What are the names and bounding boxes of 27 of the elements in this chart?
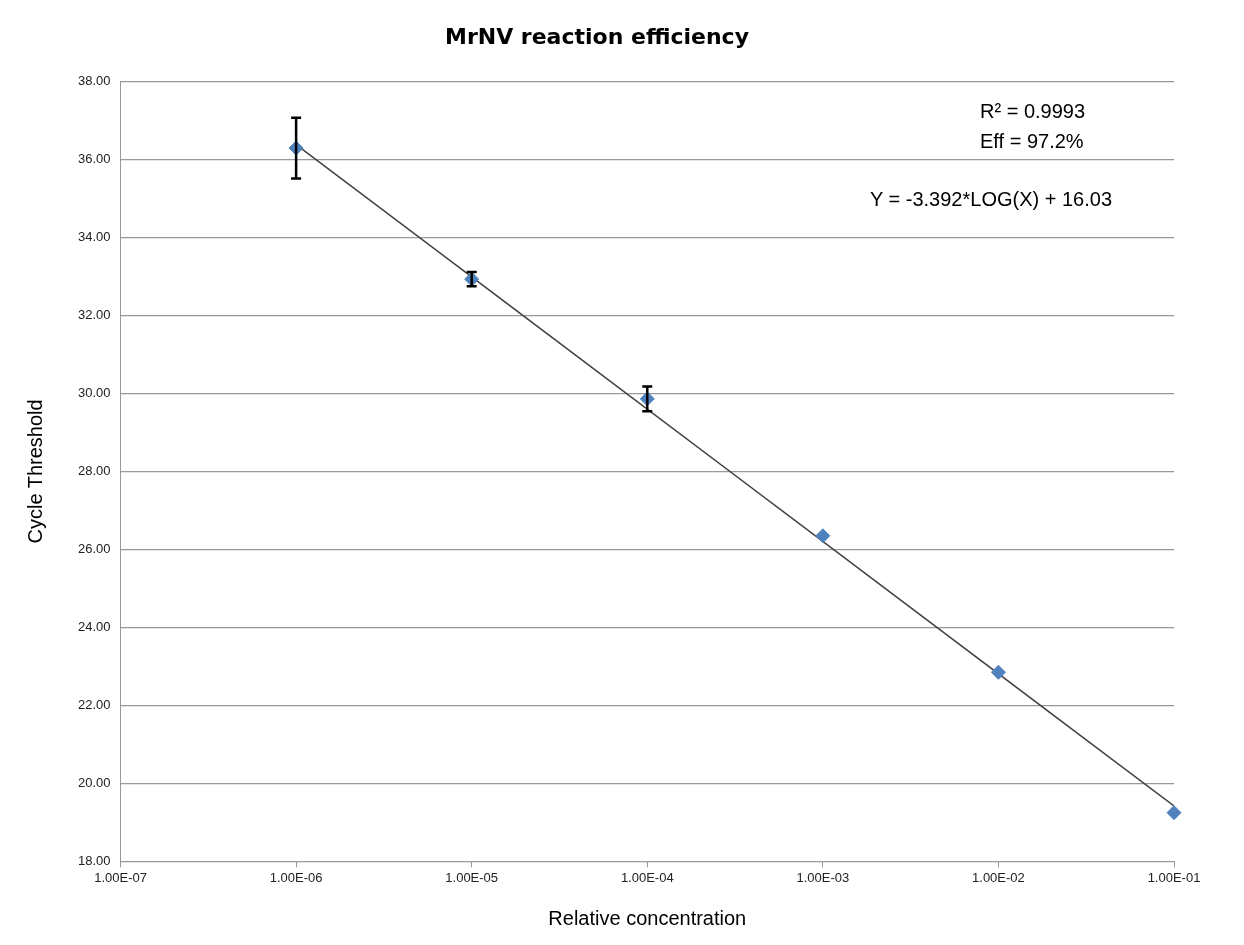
y-tick-label: 30.00 [77,384,111,400]
y-tick-label: 26.00 [77,540,111,556]
y-tick-label: 18.00 [77,852,111,868]
x-tick-label: 1.00E-04 [620,869,674,885]
chart-title: MrNV reaction efficiency [445,23,749,49]
x-tick-label: 1.00E-05 [445,869,499,885]
y-tick-label: 38.00 [77,72,111,88]
point [990,664,1006,680]
annotation: Y = -3.392*LOG(X) + 16.03 [870,188,1113,211]
y-tick-label: 36.00 [77,150,111,166]
annotation: R² = 0.9993 [980,100,1086,123]
point [815,528,831,544]
y-axis-title: Cycle Threshold [23,399,46,544]
y-tick-label: 20.00 [77,774,111,790]
point [1166,805,1182,821]
y-tick-label: 24.00 [77,618,111,634]
y-tick-label: 32.00 [77,306,111,322]
annotation: Eff = 97.2% [980,130,1084,153]
x-tick-label: 1.00E-06 [269,869,323,885]
x-tick-label: 1.00E-07 [94,869,147,885]
y-tick-label: 22.00 [77,696,111,712]
x-tick-label: 1.00E-03 [796,869,850,885]
x-tick-label: 1.00E-01 [1147,869,1201,885]
y-tick-label: 34.00 [77,228,111,244]
y-tick-label: 28.00 [77,462,111,478]
x-tick-label: 1.00E-02 [972,869,1025,885]
x-axis-title: Relative concentration [548,906,747,929]
